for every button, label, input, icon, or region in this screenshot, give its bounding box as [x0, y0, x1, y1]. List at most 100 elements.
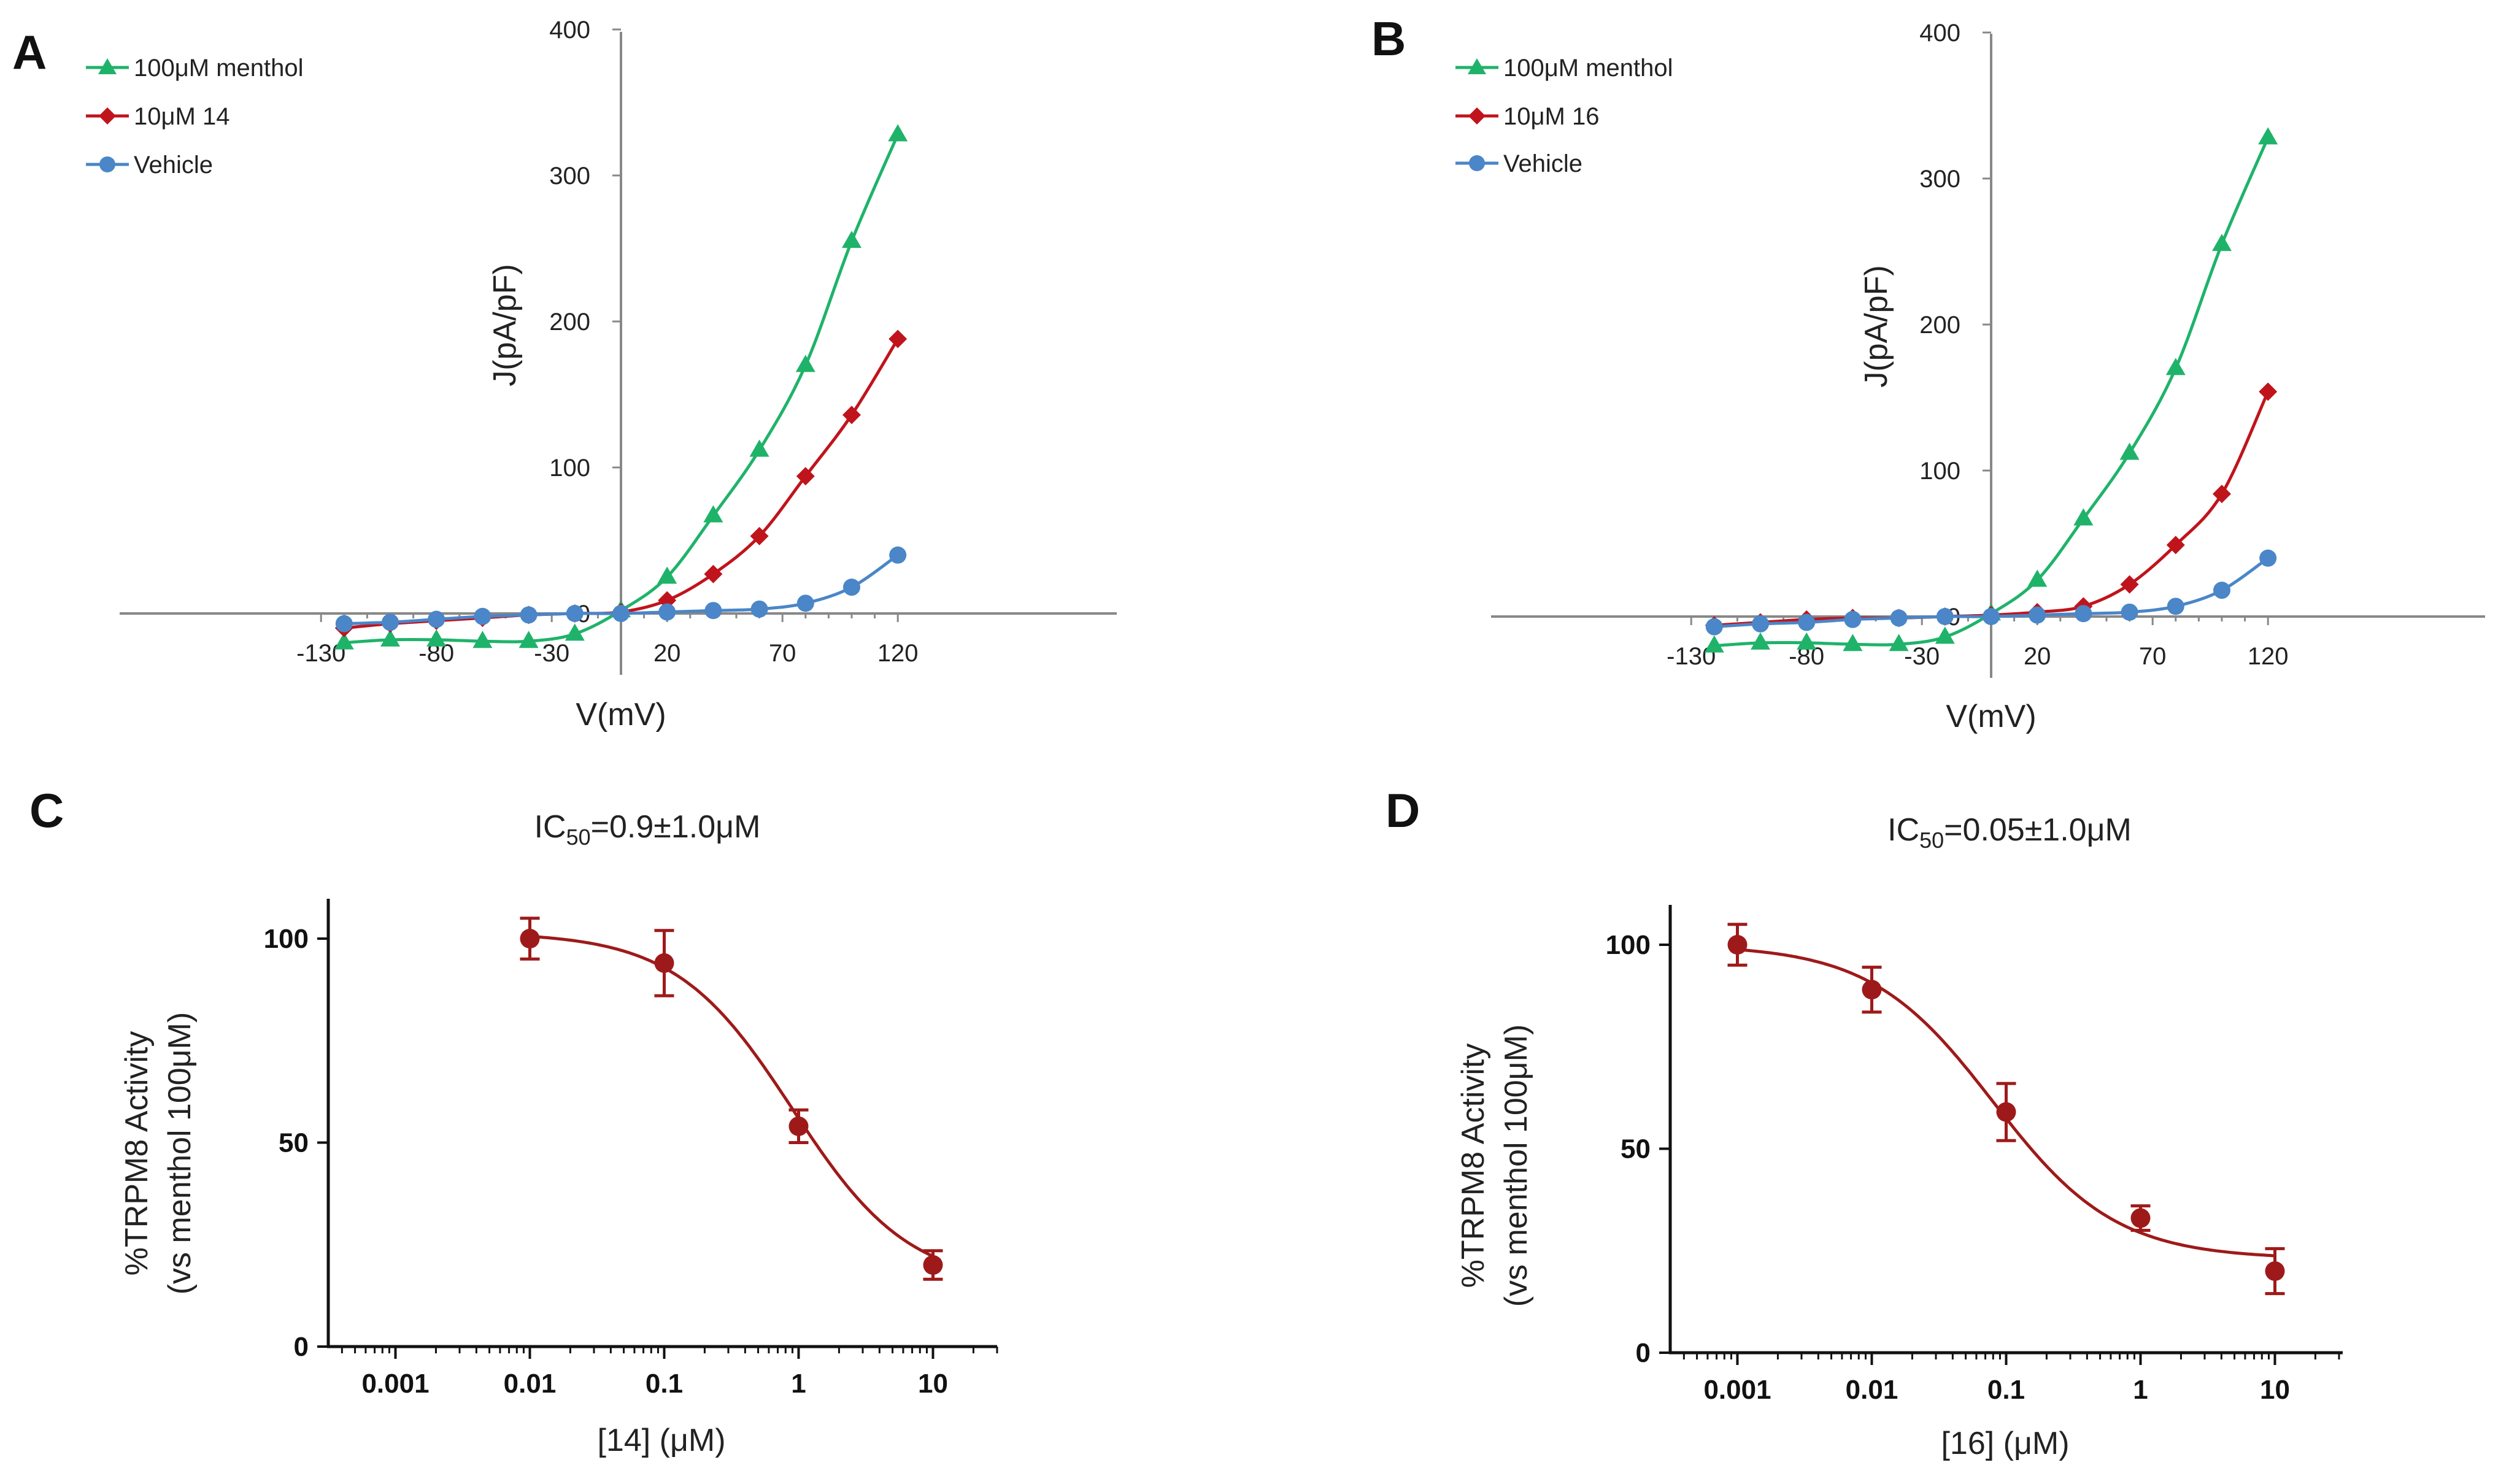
x-tick-label: 70: [769, 640, 796, 667]
data-point: [842, 406, 861, 425]
x-tick-label: 0.1: [646, 1369, 683, 1399]
data-point: [795, 355, 815, 372]
data-point: [1705, 618, 1723, 636]
data-point: [612, 605, 630, 622]
legend-label: Vehicle: [134, 152, 213, 179]
data-point: [749, 439, 769, 457]
data-point: [2130, 1208, 2151, 1228]
y-tick-label: 200: [1919, 312, 1960, 339]
x-tick-label: 0.001: [361, 1369, 429, 1399]
data-point: [2259, 382, 2278, 401]
data-point: [750, 600, 768, 618]
data-point: [472, 631, 493, 648]
data-point: [704, 564, 723, 583]
y-tick-label: 100: [1919, 458, 1960, 485]
y-axis-label-d: %TRPM8 Activity (vs menthol 100μM): [1455, 1025, 1534, 1307]
data-point: [2167, 598, 2184, 615]
data-point: [750, 526, 769, 545]
x-tick-label: 20: [2024, 643, 2051, 670]
data-point: [2166, 536, 2185, 555]
x-tick-label: 10: [2260, 1375, 2290, 1405]
data-point: [1936, 608, 1954, 625]
panel-letter-b: B: [1371, 12, 1406, 66]
y-axis-label-a: J(pA/pF): [487, 264, 523, 386]
y-tick-label: 400: [549, 17, 590, 44]
legend-label: 10μM 16: [1503, 103, 1599, 130]
x-axis-label-d: [16] (μM): [1941, 1426, 2069, 1461]
data-point: [2119, 442, 2140, 460]
x-tick-label: 20: [653, 640, 681, 667]
data-point: [518, 631, 539, 648]
x-tick-label: 1: [791, 1369, 806, 1399]
data-point: [889, 546, 907, 564]
data-point: [796, 467, 815, 486]
data-point: [703, 505, 723, 523]
y-tick-label: 100: [1606, 930, 1651, 960]
data-point: [788, 1116, 809, 1136]
legend-item-vehicle: Vehicle: [1455, 150, 1582, 177]
y-tick-label: 50: [1621, 1134, 1651, 1164]
data-point: [2120, 575, 2139, 594]
data-point: [380, 629, 400, 647]
data-point: [520, 606, 538, 624]
data-point: [2073, 508, 2094, 526]
y-tick-label: 100: [549, 455, 590, 482]
data-point: [520, 929, 540, 948]
data-point: [842, 231, 861, 248]
data-point: [2213, 485, 2231, 504]
y-axis-label-c: %TRPM8 Activity (vs menthol 100μM): [119, 1012, 198, 1295]
legend-item-compound: 10μM 14: [86, 103, 229, 130]
data-point: [704, 602, 722, 620]
y-axis-label-b: J(pA/pF): [1859, 265, 1894, 387]
data-point: [2165, 358, 2186, 375]
data-point: [426, 629, 447, 647]
panel-letter-c: C: [29, 783, 64, 837]
x-tick-label: -30: [534, 640, 569, 667]
data-point: [1798, 613, 1816, 631]
panel-letter-d: D: [1386, 783, 1420, 837]
x-tick-label: 120: [2248, 643, 2289, 670]
data-point: [1751, 632, 1770, 650]
data-point: [1983, 608, 2000, 625]
data-point: [843, 579, 860, 596]
data-point: [2027, 569, 2048, 587]
data-point: [1890, 609, 1908, 627]
data-point: [1844, 610, 1862, 628]
panel-d: D IC50=0.05±1.0μM 0.001 0.01 0.1 1 10050100 …: [1386, 783, 2343, 1461]
data-point: [2265, 1261, 2285, 1281]
data-point: [566, 605, 584, 622]
data-point: [658, 603, 676, 621]
panel-b: B 100μM menthol 10μM 16 Vehicle -130 -80-…: [1371, 12, 2485, 734]
x-tick-label: -30: [1904, 643, 1940, 670]
data-point: [334, 632, 354, 650]
data-point: [1935, 626, 1955, 644]
y-tick-label: 300: [1919, 166, 1960, 193]
data-point: [2212, 234, 2232, 252]
data-point: [888, 329, 908, 348]
panel-a: A 100μM menthol 10μM 14 Vehicle -130 -80-…: [12, 17, 1117, 732]
data-point: [1704, 635, 1724, 653]
data-point: [2213, 582, 2230, 599]
data-point: [428, 610, 445, 628]
data-point: [1996, 1102, 2016, 1122]
chart-title-c: IC50=0.9±1.0μM: [534, 809, 761, 850]
data-point: [1727, 935, 1748, 955]
y-tick-label: 0: [294, 1332, 309, 1362]
legend-label: 100μM menthol: [1503, 55, 1673, 82]
x-tick-label: 10: [918, 1369, 948, 1399]
x-tick-label: 0.01: [1846, 1375, 1898, 1405]
chart-title-d: IC50=0.05±1.0μM: [1887, 812, 2132, 853]
x-tick-label: 0.01: [504, 1369, 557, 1399]
x-tick-label: 70: [2139, 643, 2167, 670]
data-point: [1752, 615, 1769, 632]
x-axis-label-a: V(mV): [576, 697, 666, 732]
data-point: [2121, 603, 2138, 621]
x-tick-label: 1: [2133, 1375, 2148, 1405]
y-tick-label: 50: [279, 1128, 309, 1158]
data-point: [657, 566, 677, 584]
